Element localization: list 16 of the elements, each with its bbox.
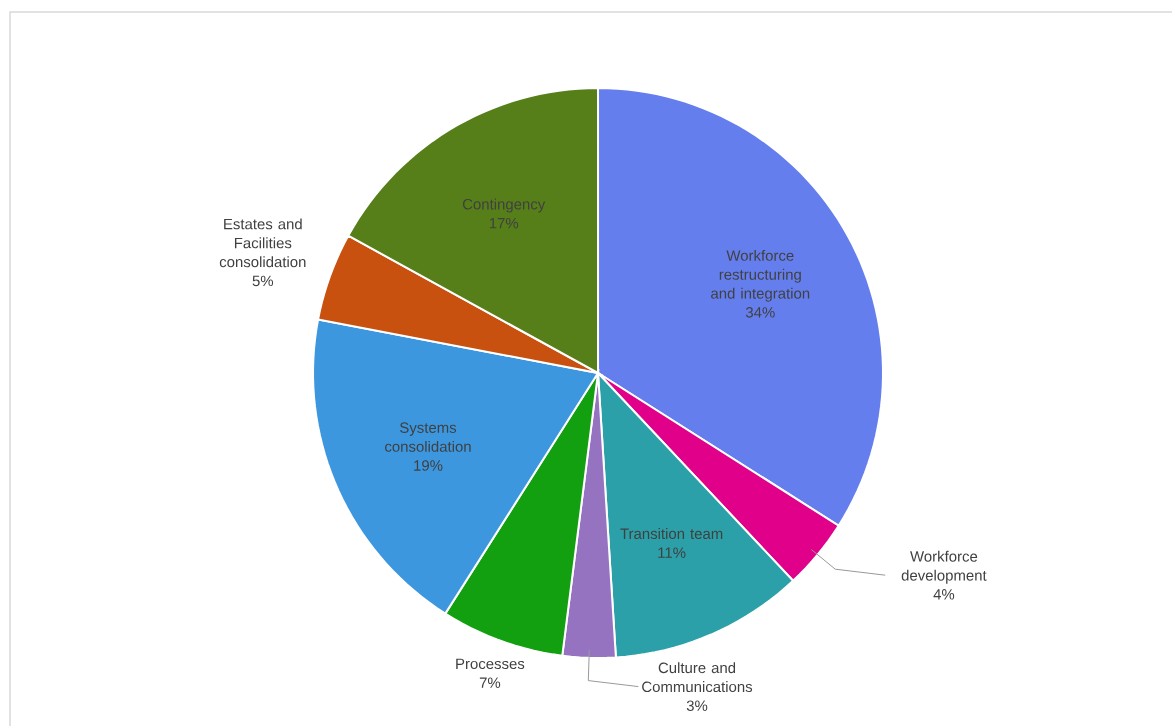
data-label: 5% <box>252 275 274 287</box>
data-label: 19% <box>414 460 443 471</box>
data-label: 7% <box>479 677 501 688</box>
slice-label: Contingency <box>462 198 546 213</box>
data-label: 34% <box>745 307 775 318</box>
slice-label: Transition team <box>620 528 723 540</box>
slice-label: Processes <box>456 658 525 670</box>
data-label: 3% <box>686 700 708 711</box>
slice-label: Workforce development <box>901 550 987 584</box>
data-label: 4% <box>933 589 955 600</box>
slice-label: Workforce restructuring and integration <box>711 249 810 302</box>
slice-label: Culture and Communications <box>642 662 753 693</box>
data-label: 11% <box>658 547 686 558</box>
slice-label: Estates and Facilities consolidation <box>219 218 306 268</box>
slice-label: Systems consolidation <box>385 422 471 452</box>
data-label: 17% <box>489 217 519 229</box>
